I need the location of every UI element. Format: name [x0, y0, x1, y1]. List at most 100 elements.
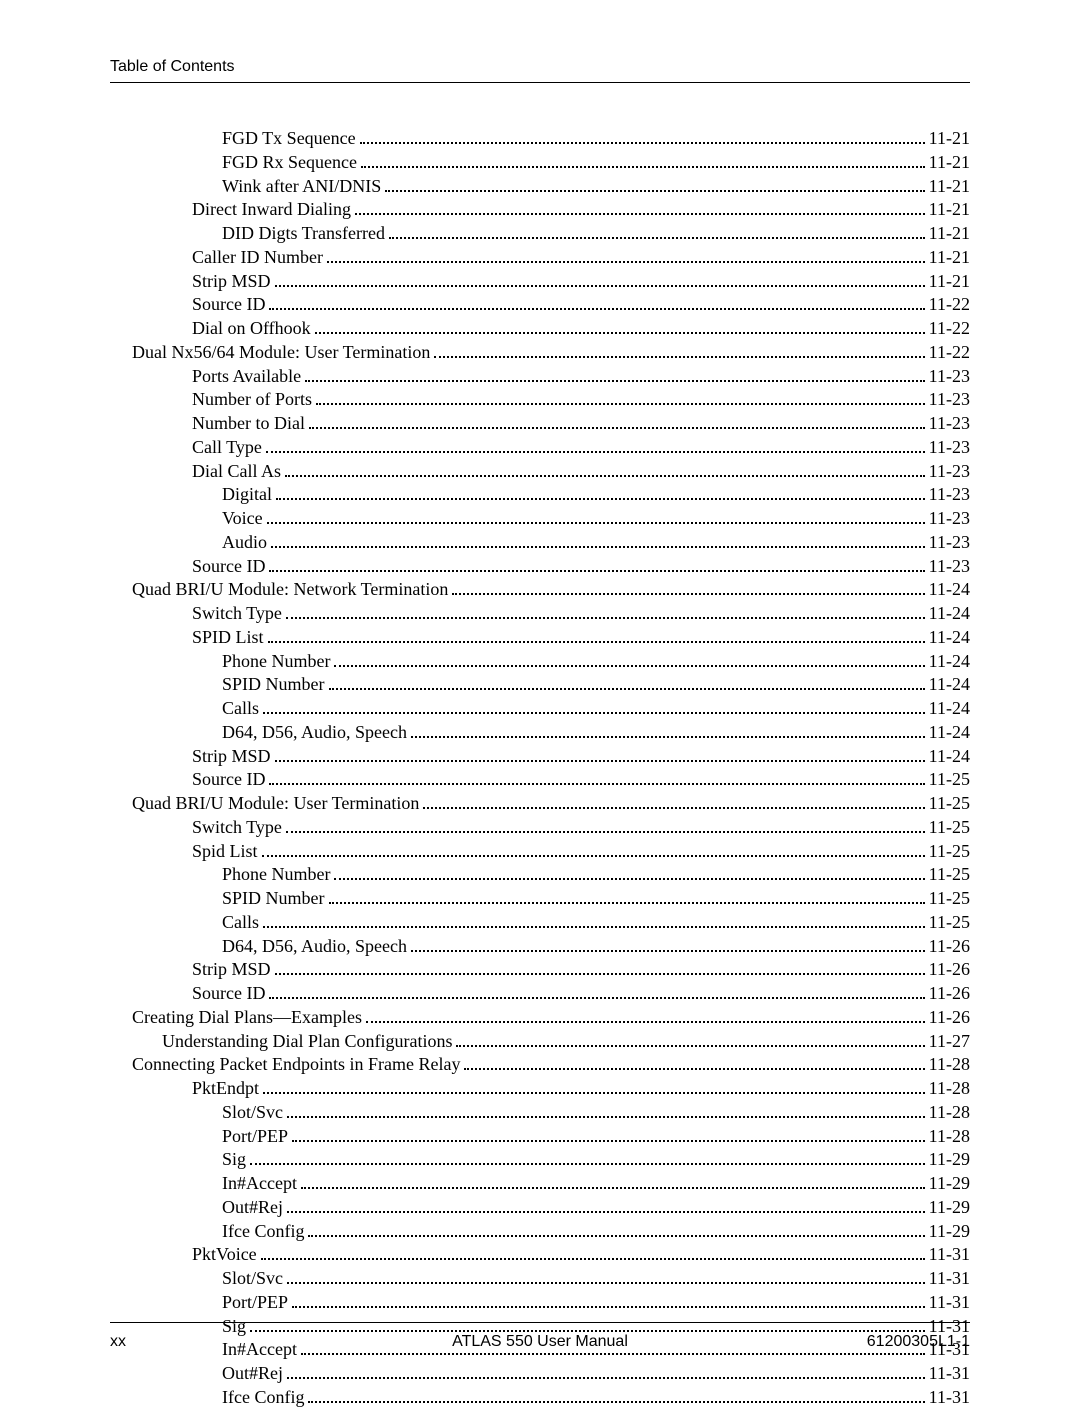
toc-entry-title: Creating Dial Plans—Examples: [132, 1006, 362, 1030]
toc-entry: Number of Ports 11-23: [110, 388, 970, 412]
toc-entry-page: 11-21: [929, 270, 970, 294]
toc-entry: Ifce Config 11-31: [110, 1386, 970, 1410]
toc-entry: Strip MSD 11-24: [110, 745, 970, 769]
toc-entry-title: Switch Type: [192, 602, 282, 626]
toc-entry: Out#Rej 11-31: [110, 1362, 970, 1386]
toc-entry-page: 11-22: [929, 293, 970, 317]
toc-entry: Switch Type 11-25: [110, 816, 970, 840]
toc-entry-page: 11-26: [929, 982, 970, 1006]
toc-leader-dots: [423, 795, 924, 809]
toc-entry-page: 11-23: [929, 412, 970, 436]
toc-leader-dots: [250, 1152, 925, 1166]
toc-entry-page: 11-27: [929, 1030, 970, 1054]
toc-entry-title: Source ID: [192, 555, 265, 579]
toc-entry-title: Switch Type: [192, 816, 282, 840]
toc-entry: Number to Dial 11-23: [110, 412, 970, 436]
toc-leader-dots: [327, 249, 925, 263]
toc-entry-title: DID Digts Transferred: [222, 222, 385, 246]
toc-entry: PktVoice 11-31: [110, 1243, 970, 1267]
toc-leader-dots: [329, 890, 925, 904]
toc-entry: DID Digts Transferred 11-21: [110, 222, 970, 246]
toc-leader-dots: [329, 677, 925, 691]
toc-leader-dots: [334, 653, 924, 667]
toc-leader-dots: [275, 748, 925, 762]
toc-leader-dots: [361, 154, 925, 168]
toc-entry-title: SPID Number: [222, 887, 325, 911]
toc-leader-dots: [411, 724, 925, 738]
toc-entry: Audio 11-23: [110, 531, 970, 555]
toc-entry: Slot/Svc 11-31: [110, 1267, 970, 1291]
toc-entry: D64, D56, Audio, Speech 11-26: [110, 935, 970, 959]
toc-entry-title: Audio: [222, 531, 267, 555]
toc-entry-title: Ports Available: [192, 365, 301, 389]
toc-entry-page: 11-25: [929, 816, 970, 840]
toc-entry: Digital 11-23: [110, 483, 970, 507]
toc-entry-title: Quad BRI/U Module: Network Termination: [132, 578, 448, 602]
toc-entry: Strip MSD 11-21: [110, 270, 970, 294]
toc-entry-page: 11-23: [929, 531, 970, 555]
toc-leader-dots: [269, 985, 924, 999]
toc-entry: Slot/Svc 11-28: [110, 1101, 970, 1125]
toc-leader-dots: [261, 1247, 925, 1261]
toc-entry: Source ID 11-23: [110, 555, 970, 579]
toc-leader-dots: [263, 700, 925, 714]
toc-entry-title: PktEndpt: [192, 1077, 259, 1101]
toc-entry-page: 11-24: [929, 673, 970, 697]
toc-entry: Phone Number 11-25: [110, 863, 970, 887]
toc-entry-title: SPID Number: [222, 673, 325, 697]
toc-leader-dots: [269, 297, 924, 311]
toc-leader-dots: [292, 1294, 925, 1308]
toc-entry-page: 11-28: [929, 1125, 970, 1149]
toc-entry-title: Slot/Svc: [222, 1267, 283, 1291]
toc-leader-dots: [269, 772, 924, 786]
toc-entry: Port/PEP 11-31: [110, 1291, 970, 1315]
toc-entry: Wink after ANI/DNIS 11-21: [110, 175, 970, 199]
toc-leader-dots: [305, 368, 925, 382]
toc-leader-dots: [385, 178, 924, 192]
toc-leader-dots: [275, 273, 925, 287]
toc-entry-page: 11-31: [929, 1362, 970, 1386]
toc-entry-title: Phone Number: [222, 863, 330, 887]
toc-leader-dots: [315, 320, 925, 334]
toc-entry: Ifce Config 11-29: [110, 1220, 970, 1244]
toc-entry-title: FGD Tx Sequence: [222, 127, 356, 151]
toc-entry-page: 11-28: [929, 1101, 970, 1125]
toc-leader-dots: [309, 415, 925, 429]
toc-entry-title: Voice: [222, 507, 263, 531]
toc-leader-dots: [287, 1104, 925, 1118]
toc-entry-page: 11-24: [929, 626, 970, 650]
toc-entry-page: 11-24: [929, 602, 970, 626]
toc-entry: Strip MSD 11-26: [110, 958, 970, 982]
toc-entry: Out#Rej 11-29: [110, 1196, 970, 1220]
toc-entry-title: Sig: [222, 1148, 246, 1172]
toc-entry-page: 11-23: [929, 483, 970, 507]
toc-entry-title: Dial on Offhook: [192, 317, 311, 341]
toc-entry: FGD Rx Sequence 11-21: [110, 151, 970, 175]
toc-entry: Source ID 11-26: [110, 982, 970, 1006]
toc-entry: SPID List 11-24: [110, 626, 970, 650]
toc-entry-page: 11-23: [929, 388, 970, 412]
toc-entry-page: 11-31: [929, 1267, 970, 1291]
toc-leader-dots: [262, 843, 925, 857]
toc-leader-dots: [268, 629, 925, 643]
toc-leader-dots: [389, 225, 925, 239]
toc-entry: Dial Call As 11-23: [110, 460, 970, 484]
toc-entry-title: In#Accept: [222, 1172, 297, 1196]
toc-leader-dots: [360, 130, 925, 144]
toc-entry: Dial on Offhook 11-22: [110, 317, 970, 341]
footer-doc-title: ATLAS 550 User Manual: [110, 1333, 970, 1351]
toc-entry-page: 11-28: [929, 1053, 970, 1077]
toc-leader-dots: [276, 487, 925, 501]
toc-entry-page: 11-25: [929, 840, 970, 864]
footer-rule: [110, 1322, 970, 1323]
toc-leader-dots: [355, 202, 925, 216]
toc-entry-page: 11-31: [929, 1243, 970, 1267]
toc-entry-title: D64, D56, Audio, Speech: [222, 721, 407, 745]
toc-leader-dots: [275, 962, 925, 976]
toc-entry-title: FGD Rx Sequence: [222, 151, 357, 175]
toc-leader-dots: [434, 344, 924, 358]
toc-entry-title: PktVoice: [192, 1243, 257, 1267]
toc-entry-page: 11-28: [929, 1077, 970, 1101]
toc-entry: PktEndpt 11-28: [110, 1077, 970, 1101]
toc-entry: Port/PEP 11-28: [110, 1125, 970, 1149]
